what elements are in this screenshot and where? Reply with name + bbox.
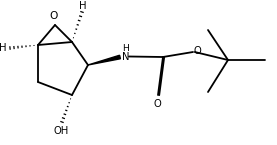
Text: O: O	[194, 46, 201, 56]
Text: O: O	[153, 99, 161, 109]
Text: OH: OH	[53, 126, 69, 136]
Polygon shape	[88, 55, 120, 65]
Text: O: O	[50, 11, 58, 21]
Text: H: H	[79, 1, 87, 11]
Text: H: H	[122, 44, 129, 53]
Text: H: H	[0, 43, 6, 53]
Text: N: N	[122, 51, 129, 61]
